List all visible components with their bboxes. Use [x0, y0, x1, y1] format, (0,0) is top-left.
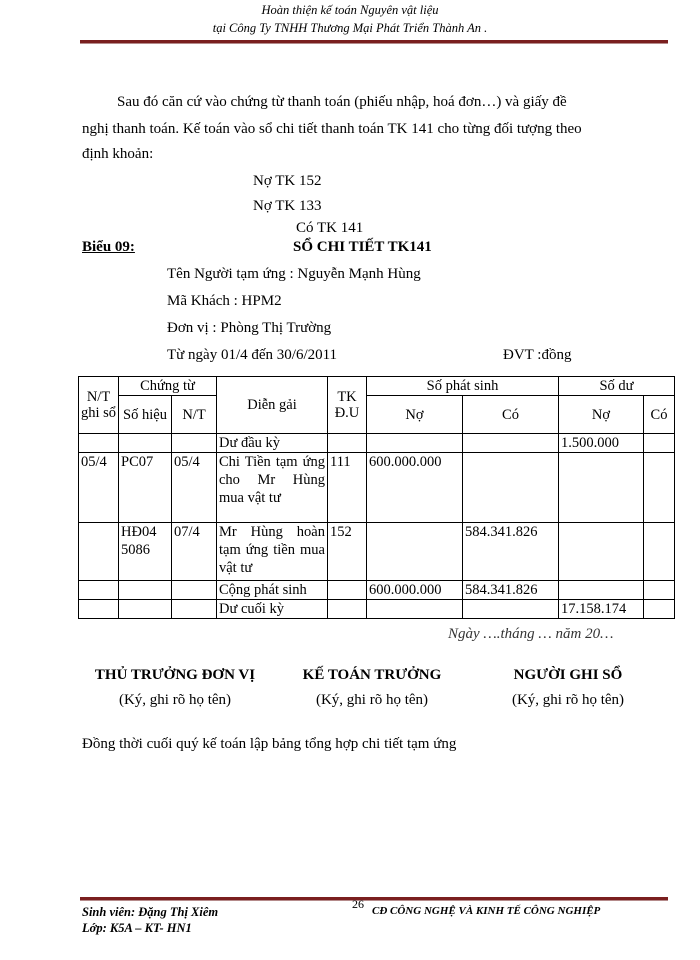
header-balance: Số dư: [558, 376, 675, 396]
cell-date: [78, 580, 119, 600]
cell-no: [118, 433, 172, 453]
header-credit: Có: [462, 395, 559, 434]
cell-no: [118, 599, 172, 619]
signature-title-chief-accountant: KẾ TOÁN TRƯỞNG: [302, 667, 442, 683]
header-date: N/T ghi sổ: [78, 376, 119, 434]
cell-acct: [327, 599, 367, 619]
cell-bal-debit: 17.158.174: [558, 599, 644, 619]
cell-date: 05/4: [78, 452, 119, 523]
cell-no: PC07: [118, 452, 172, 523]
cell-debit: 600.000.000: [366, 452, 463, 523]
signature-title-recorder: NGƯỜI GHI SỔ: [513, 667, 623, 683]
entry-debit-152: Nợ TK 152: [253, 173, 322, 189]
info-currency: ĐVT :đồng: [503, 347, 572, 363]
cell-desc: Dư đầu kỳ: [216, 433, 328, 453]
cell-nt: [171, 580, 217, 600]
signature-title-head: THỦ TRƯỞNG ĐƠN VỊ: [94, 667, 256, 683]
intro-line-2: nghị thanh toán. Kế toán vào sổ chi tiết…: [82, 121, 582, 137]
cell-desc: Mr Hùng hoàn tạm ứng tiền mua vật tư: [216, 522, 328, 581]
cell-bal-debit: [558, 580, 644, 600]
cell-bal-credit: [643, 452, 675, 523]
table-row: Dư đầu kỳ 1.500.000: [78, 433, 675, 453]
intro-line-3: định khoản:: [82, 146, 154, 162]
header-bal-debit: Nợ: [558, 395, 644, 434]
signature-note-chief-accountant: (Ký, ghi rõ họ tên): [315, 692, 429, 708]
table-row: Cộng phát sinh 600.000.000 584.341.826: [78, 580, 675, 600]
page-number: 26: [352, 897, 364, 911]
intro-line-1: Sau đó căn cứ vào chứng từ thanh toán (p…: [117, 94, 567, 110]
cell-desc: Dư cuối kỳ: [216, 599, 328, 619]
footer-school: CĐ CÔNG NGHỆ VÀ KINH TẾ CÔNG NGHIỆP: [372, 905, 601, 917]
footer-class: Lớp: K5A – KT- HN1: [82, 921, 192, 935]
header-line-2: tại Công Ty TNHH Thương Mại Phát Triển T…: [212, 21, 488, 35]
cell-debit: [366, 522, 463, 581]
cell-acct: 111: [327, 452, 367, 523]
header-line-1: Hoàn thiện kế toán Nguyên vật liệu: [261, 3, 439, 17]
cell-nt: 07/4: [171, 522, 217, 581]
header-bal-credit: Có: [643, 395, 675, 434]
closing-text: Đồng thời cuối quý kế toán lập bảng tổng…: [82, 736, 457, 752]
cell-date: [78, 433, 119, 453]
cell-bal-credit: [643, 433, 675, 453]
date-line: Ngày ….tháng … năm 20…: [448, 626, 614, 642]
cell-credit: [462, 452, 559, 523]
cell-debit: [366, 433, 463, 453]
signature-note-recorder: (Ký, ghi rõ họ tên): [511, 692, 625, 708]
header-desc: Diễn gải: [216, 376, 328, 434]
cell-bal-credit: [643, 599, 675, 619]
cell-acct: 152: [327, 522, 367, 581]
cell-credit: [462, 599, 559, 619]
header-rule: [80, 40, 668, 44]
cell-nt: 05/4: [171, 452, 217, 523]
header-acct: TK Đ.U: [327, 376, 367, 434]
cell-acct: [327, 433, 367, 453]
info-code: Mã Khách : HPM2: [167, 293, 282, 309]
header-voucher-date: N/T: [171, 395, 217, 434]
cell-bal-credit: [643, 522, 675, 581]
cell-desc: Chi Tiền tạm ứng cho Mr Hùng mua vật tư: [216, 452, 328, 523]
cell-bal-debit: [558, 452, 644, 523]
footer-rule: [80, 897, 668, 901]
page-title: SỔ CHI TIẾT TK141: [293, 239, 432, 255]
cell-acct: [327, 580, 367, 600]
form-label: Biểu 09:: [82, 239, 135, 255]
info-period: Từ ngày 01/4 đến 30/6/2011: [167, 347, 338, 363]
info-person: Tên Người tạm ứng : Nguyễn Mạnh Hùng: [167, 266, 421, 282]
table-row: HĐ04 5086 07/4 Mr Hùng hoàn tạm ứng tiền m…: [78, 522, 675, 581]
info-unit: Đơn vị : Phòng Thị Trường: [167, 320, 332, 336]
footer-student: Sinh viên: Đặng Thị Xiêm: [82, 905, 219, 919]
header-voucher-no: Số hiệu: [118, 395, 172, 434]
header-arising: Số phát sinh: [366, 376, 559, 396]
ledger-table: N/T ghi sổ Chứng từ Diễn gải TK Đ.U Số p…: [78, 376, 675, 619]
header-debit: Nợ: [366, 395, 463, 434]
cell-credit: 584.341.826: [462, 522, 559, 581]
cell-nt: [171, 433, 217, 453]
cell-no: HĐ04 5086: [118, 522, 172, 581]
entry-debit-133: Nợ TK 133: [253, 198, 322, 214]
cell-bal-debit: 1.500.000: [558, 433, 644, 453]
cell-credit: 584.341.826: [462, 580, 559, 600]
cell-credit: [462, 433, 559, 453]
cell-no: [118, 580, 172, 600]
entry-credit-141: Có TK 141: [296, 220, 364, 236]
header-voucher: Chứng từ: [118, 376, 217, 396]
cell-debit: [366, 599, 463, 619]
table-row: Dư cuối kỳ 17.158.174: [78, 599, 675, 619]
cell-date: [78, 522, 119, 581]
cell-bal-debit: [558, 522, 644, 581]
signature-note-head: (Ký, ghi rõ họ tên): [118, 692, 232, 708]
cell-date: [78, 599, 119, 619]
cell-nt: [171, 599, 217, 619]
cell-bal-credit: [643, 580, 675, 600]
cell-debit: 600.000.000: [366, 580, 463, 600]
table-row: 05/4 PC07 05/4 Chi Tiền tạm ứng cho Mr Hùng…: [78, 452, 675, 523]
cell-desc: Cộng phát sinh: [216, 580, 328, 600]
